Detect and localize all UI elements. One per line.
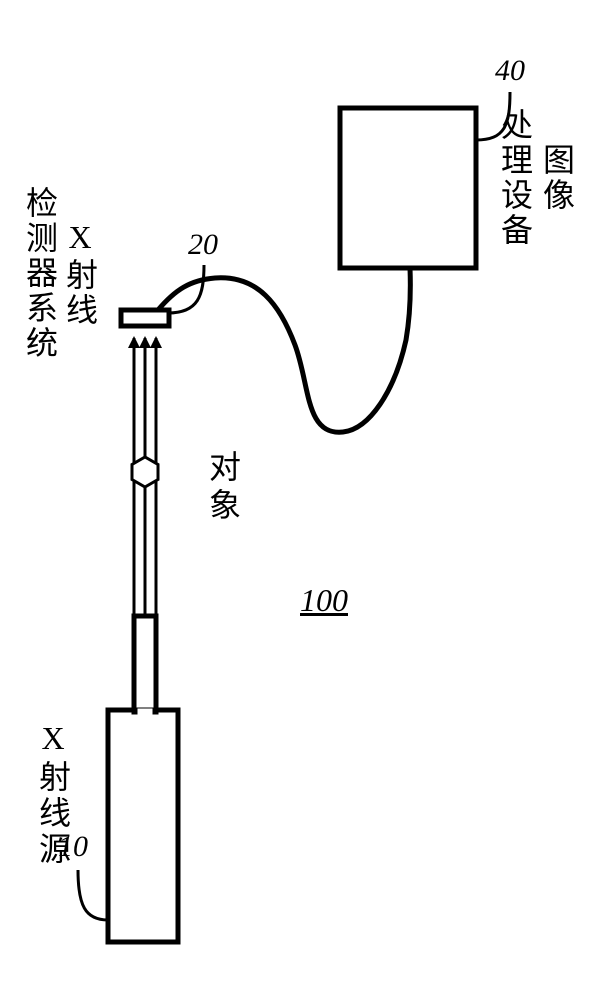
beam-arrow-2: [150, 336, 162, 348]
leader-detector: [168, 265, 204, 313]
image-processor: [340, 108, 476, 268]
figure-reference-number: 100: [300, 582, 348, 619]
detector-to-processor-cable: [158, 268, 410, 432]
xray-source-nozzle: [134, 616, 156, 712]
ref-image-processor: 40: [495, 54, 525, 88]
ref-xray-detector: 20: [188, 228, 218, 262]
image-processing-device-label: 图像 处理设备: [494, 108, 578, 248]
leader-source: [78, 870, 108, 920]
object-hexagon: [132, 457, 158, 487]
xray-detector: [121, 310, 169, 326]
beam-arrow-1: [139, 336, 151, 348]
xray-detector-system-label: X射线 检测器系统: [20, 186, 100, 361]
xray-source-body: [108, 710, 178, 942]
beam-arrow-0: [128, 336, 140, 348]
object-label: 对象: [200, 450, 246, 526]
diagram-stage: X射线源 X射线 检测器系统 对象 图像 处理设备 10 20 40 100: [0, 0, 599, 1000]
ref-xray-source: 10: [58, 830, 88, 864]
